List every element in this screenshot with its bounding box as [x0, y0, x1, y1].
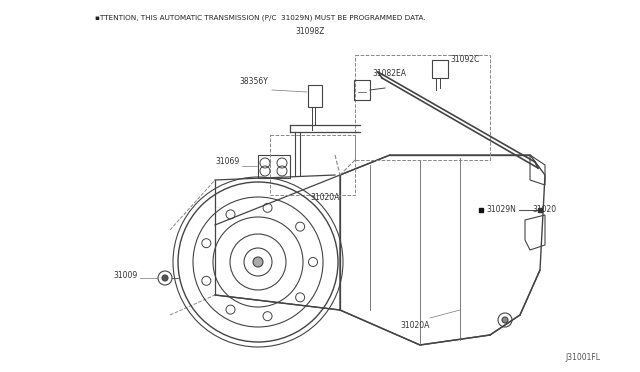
Text: 38356Y: 38356Y [239, 77, 268, 87]
Bar [308, 85, 322, 107]
Text: 31092C: 31092C [450, 55, 479, 64]
Text: 31029N: 31029N [486, 205, 516, 215]
Text: 31020A: 31020A [310, 193, 340, 202]
Bar [354, 80, 370, 100]
Text: ▪TTENTION, THIS AUTOMATIC TRANSMISSION (P/C  31029N) MUST BE PROGRAMMED DATA.: ▪TTENTION, THIS AUTOMATIC TRANSMISSION (… [95, 15, 426, 21]
Circle shape [162, 275, 168, 281]
Circle shape [502, 317, 508, 323]
Text: J31001FL: J31001FL [565, 353, 600, 362]
Text: 31020: 31020 [532, 205, 556, 215]
Bar [432, 60, 448, 78]
Text: 31069: 31069 [216, 157, 240, 167]
Circle shape [253, 257, 263, 267]
Text: 31098Z: 31098Z [295, 28, 324, 36]
Text: 31009: 31009 [114, 270, 138, 279]
Text: 31020A: 31020A [400, 321, 429, 330]
Text: 31082EA: 31082EA [372, 70, 406, 78]
